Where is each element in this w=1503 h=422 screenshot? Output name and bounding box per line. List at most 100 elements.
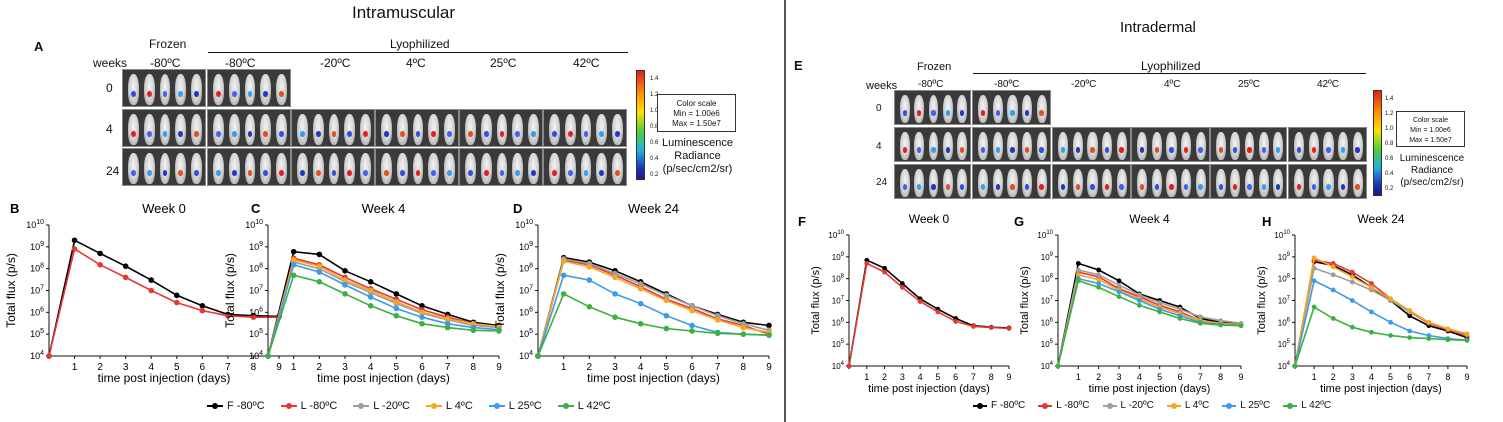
legend-swatch-marker — [562, 403, 569, 409]
x-tick-label: 6 — [419, 362, 425, 373]
signal-spot — [1355, 147, 1360, 153]
temp-label: 42ºC — [573, 56, 600, 70]
signal-spot — [1261, 147, 1266, 153]
x-tick-label: 3 — [123, 362, 129, 373]
temp-label: 4ºC — [406, 56, 426, 70]
x-tick-label: 5 — [1388, 372, 1393, 382]
y-tick-label: 108 — [832, 274, 845, 284]
mouse-image — [512, 152, 524, 184]
signal-spot — [178, 130, 183, 137]
temp-label: -80ºC — [225, 56, 256, 70]
signal-spot — [415, 169, 421, 176]
week-label: 24 — [876, 177, 888, 188]
data-point — [71, 237, 78, 244]
signal-spot — [981, 184, 986, 190]
legend-item: L 4ºC — [425, 400, 473, 412]
data-point — [1197, 314, 1203, 320]
signal-spot — [147, 90, 152, 97]
signal-spot — [614, 169, 620, 176]
y-tick-label: 106 — [249, 306, 263, 317]
signal-spot — [583, 130, 589, 137]
y-tick-label: 1010 — [1274, 230, 1290, 240]
bioluminescence-image — [1131, 164, 1210, 199]
legend-swatch-marker — [1226, 402, 1233, 409]
signal-spot — [568, 169, 573, 176]
signal-spot — [362, 130, 368, 137]
mouse-image — [128, 73, 140, 105]
panel-letter: D — [513, 201, 522, 216]
signal-spot — [1183, 147, 1189, 153]
data-point — [97, 262, 103, 268]
data-point — [971, 324, 976, 329]
mouse-image — [1116, 131, 1127, 161]
mouse-image — [1230, 131, 1241, 161]
right-radiance-line3: (p/sec/cm2/sr) — [1400, 177, 1464, 188]
right-scale-line3: Max = 1.50e7 — [1409, 137, 1452, 144]
data-point — [560, 291, 567, 297]
temp-label: -20ºC — [1071, 79, 1097, 90]
signal-spot — [247, 169, 253, 176]
week-label: 24 — [106, 164, 120, 178]
data-point — [1369, 329, 1374, 335]
mouse-image — [128, 152, 140, 184]
signal-spot — [945, 110, 950, 116]
mouse-image — [1137, 131, 1148, 161]
colorbar-tick: 0.2 — [650, 172, 659, 178]
data-point — [882, 269, 887, 275]
data-point — [1311, 278, 1317, 284]
right-radiance-line2: Radiance — [1410, 165, 1454, 176]
signal-spot — [162, 130, 168, 137]
data-point — [148, 287, 155, 294]
series-line — [1294, 279, 1468, 367]
temp-label: 42ºC — [1317, 79, 1339, 90]
mouse-image — [1352, 168, 1363, 198]
colorbar-tick: 0.2 — [1385, 186, 1394, 192]
x-axis-label: time post injection (days) — [868, 383, 990, 395]
data-point — [637, 300, 644, 307]
right-weeks-label: weeks — [866, 80, 898, 92]
legend-label: L 4ºC — [445, 400, 473, 412]
mouse-image — [978, 94, 989, 124]
data-point — [1075, 267, 1081, 273]
mouse-image — [344, 113, 356, 145]
mouse-image — [190, 73, 202, 105]
data-point — [225, 312, 231, 319]
y-tick-label: 109 — [1278, 252, 1291, 262]
left-panel-title: Intramuscular — [352, 3, 455, 22]
mouse-image — [914, 94, 925, 124]
colorbar-tick: 0.4 — [650, 156, 659, 162]
mouse-image — [1021, 94, 1033, 124]
legend-swatch — [353, 403, 370, 409]
mouse-image — [1007, 131, 1018, 161]
data-point — [265, 353, 271, 359]
data-point — [290, 262, 297, 268]
data-point — [122, 274, 129, 281]
bioluminescence-image — [972, 164, 1051, 199]
y-tick-label: 106 — [1041, 317, 1054, 327]
data-point — [1349, 269, 1355, 275]
signal-spot — [216, 90, 222, 97]
mouse-image — [1337, 168, 1349, 198]
mouse-image — [611, 113, 623, 145]
signal-spot — [1075, 184, 1081, 190]
mouse-image — [1216, 168, 1227, 198]
x-tick-label: 1 — [561, 362, 567, 373]
legend-swatch — [973, 402, 987, 409]
signal-spot — [995, 184, 1001, 190]
data-point — [173, 299, 180, 306]
data-point — [953, 319, 959, 324]
data-point — [419, 320, 425, 327]
data-point — [1369, 281, 1374, 286]
bioluminescence-image — [1288, 164, 1367, 199]
signal-spot — [1326, 147, 1331, 153]
legend-label: F -80ºC — [227, 400, 265, 412]
signal-spot — [216, 130, 222, 137]
week-label: 4 — [876, 141, 882, 152]
y-tick-label: 108 — [249, 263, 263, 274]
data-point — [766, 332, 772, 338]
signal-spot — [147, 169, 152, 176]
x-tick-label: 9 — [496, 362, 502, 373]
data-point — [367, 279, 374, 285]
legend-swatch — [425, 403, 442, 409]
data-point — [535, 353, 541, 359]
